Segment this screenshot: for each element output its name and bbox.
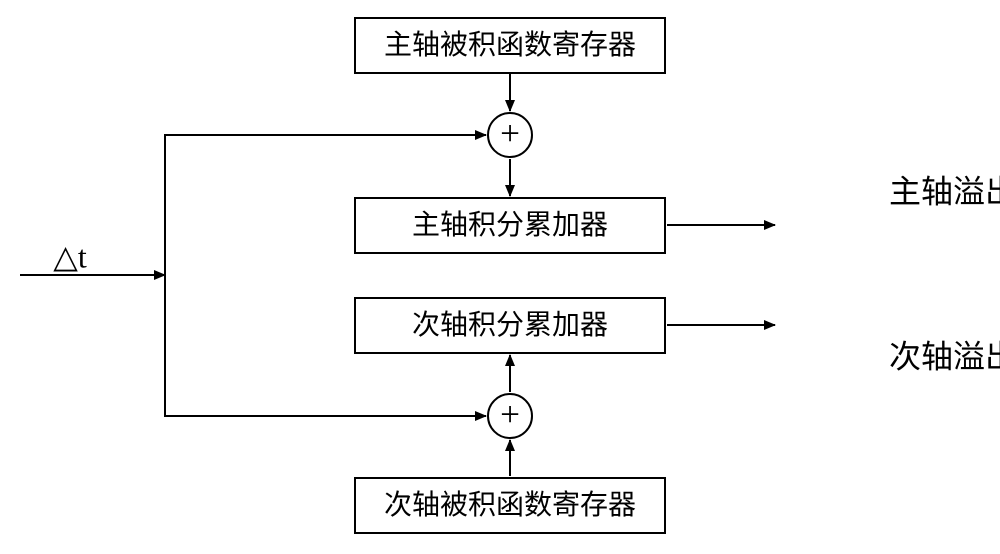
plus-icon: + xyxy=(500,114,520,153)
plus-icon: + xyxy=(500,395,520,434)
label-sub-out: 次轴溢出脉冲 xyxy=(889,338,1000,374)
label-delta-t: △t xyxy=(53,238,87,274)
label-bot-reg: 次轴被积函数寄存器 xyxy=(384,489,636,521)
label-top-reg: 主轴被积函数寄存器 xyxy=(384,29,636,61)
box-main-acc: 主轴积分累加器 xyxy=(355,198,665,253)
box-top-reg: 主轴被积函数寄存器 xyxy=(355,18,665,73)
box-bot-reg: 次轴被积函数寄存器 xyxy=(355,478,665,533)
sum-node-bot: + xyxy=(488,394,532,438)
label-sub-acc: 次轴积分累加器 xyxy=(412,309,608,341)
label-main-out: 主轴溢出脉冲 xyxy=(889,173,1000,209)
box-sub-acc: 次轴积分累加器 xyxy=(355,298,665,353)
sum-node-top: + xyxy=(488,113,532,157)
arrows-layer xyxy=(20,73,775,476)
label-main-acc: 主轴积分累加器 xyxy=(412,209,608,241)
